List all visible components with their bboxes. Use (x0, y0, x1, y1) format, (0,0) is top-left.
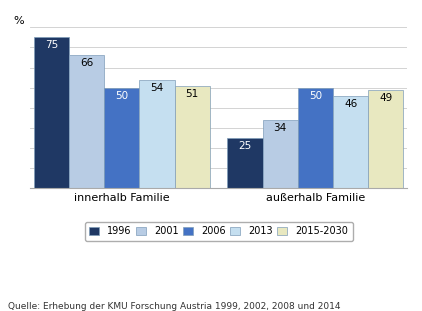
Bar (104, 88, 139, 188)
Text: 34: 34 (273, 123, 287, 133)
Text: Quelle: Erhebung der KMU Forschung Austria 1999, 2002, 2008 und 2014: Quelle: Erhebung der KMU Forschung Austr… (8, 302, 341, 311)
Text: 25: 25 (238, 141, 252, 151)
Text: 50: 50 (309, 91, 322, 100)
Text: 50: 50 (115, 91, 128, 100)
Text: 75: 75 (45, 40, 58, 50)
Bar (175, 86, 210, 188)
Bar (298, 88, 333, 188)
Bar (368, 90, 403, 188)
Text: 51: 51 (186, 89, 199, 99)
Bar (333, 95, 368, 188)
Bar (34, 37, 69, 188)
Text: 54: 54 (150, 82, 164, 93)
Bar (262, 120, 298, 188)
Text: 66: 66 (80, 58, 93, 68)
Text: 46: 46 (344, 99, 357, 109)
Bar (69, 55, 104, 188)
Text: 49: 49 (379, 93, 392, 103)
Bar (227, 138, 262, 188)
Bar (139, 80, 175, 188)
Text: %: % (14, 16, 24, 26)
Legend: 1996, 2001, 2006, 2013, 2015-2030: 1996, 2001, 2006, 2013, 2015-2030 (84, 222, 352, 241)
